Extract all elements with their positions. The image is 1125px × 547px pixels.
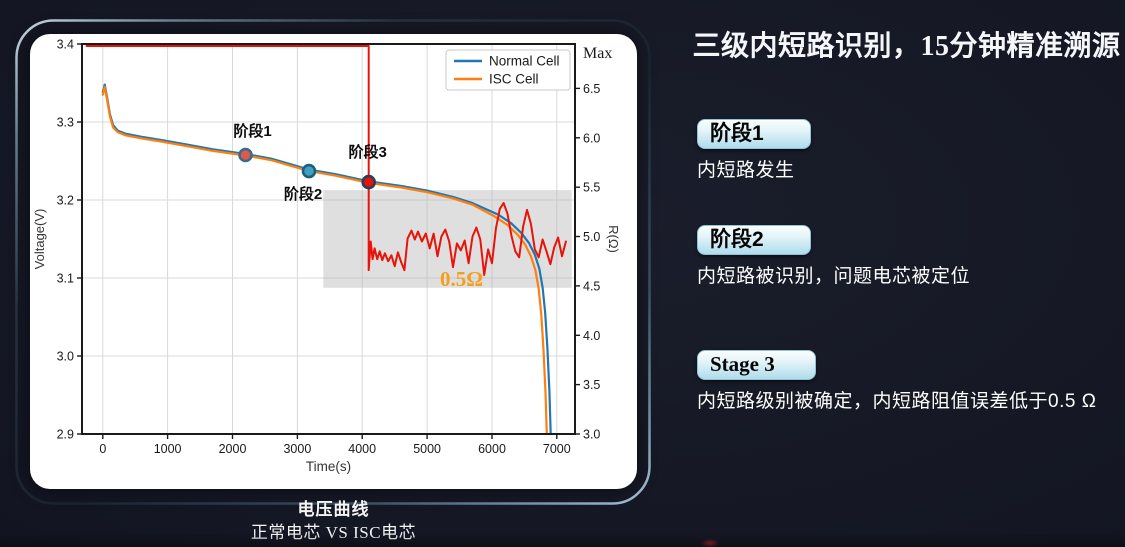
left-axis-label: Voltage(V) — [32, 209, 47, 270]
svg-text:1000: 1000 — [154, 442, 182, 456]
panel-title: 三级内短路识别，15分钟精准溯源 — [692, 31, 1121, 62]
stage-group-1: 阶段1 内短路发生 — [697, 119, 811, 182]
svg-text:0: 0 — [99, 442, 106, 456]
svg-text:4000: 4000 — [348, 442, 376, 456]
svg-text:5.5: 5.5 — [583, 181, 600, 195]
svg-text:2.9: 2.9 — [57, 428, 74, 442]
stage-3-description: 内短路级别被确定，内短路阻值误差低于0.5 Ω — [697, 391, 1097, 412]
svg-text:6000: 6000 — [478, 442, 506, 456]
svg-text:3.2: 3.2 — [57, 194, 74, 208]
svg-text:6.5: 6.5 — [583, 82, 600, 96]
svg-text:4.5: 4.5 — [583, 279, 600, 293]
svg-text:6.0: 6.0 — [583, 131, 600, 145]
svg-text:3.0: 3.0 — [57, 350, 74, 364]
resistance-value-label: 0.5Ω — [440, 267, 483, 291]
svg-text:4.0: 4.0 — [583, 329, 600, 343]
stage-marker-1 — [238, 147, 253, 163]
tick-marks — [77, 43, 580, 439]
stage-marker-2 — [301, 163, 317, 179]
voltage-resistance-chart: 0 1000 2000 3000 4000 5000 6000 7000 2.9 3.0 3.1 3.… — [32, 38, 621, 475]
tick-labels: 0 1000 2000 3000 4000 5000 6000 7000 2.9 3.0 3.1 3.… — [57, 38, 601, 457]
stage-group-2: 阶段2 内短路被识别，问题电芯被定位 — [697, 225, 970, 288]
stage-marker-label-3: 阶段3 — [349, 143, 387, 161]
right-axis-label: R(Ω) — [606, 225, 621, 253]
svg-text:ISC Cell: ISC Cell — [489, 72, 539, 87]
svg-text:7000: 7000 — [543, 442, 571, 456]
series-isc-resistance-estimate — [85, 45, 567, 276]
legend: Normal Cell ISC Cell — [445, 49, 571, 91]
right-axis-max-label: Max — [583, 45, 612, 62]
info-panel: 三级内短路识别，15分钟精准溯源 阶段1 内短路发生 阶段2 内短路被识别，问题… — [688, 0, 1125, 547]
svg-text:3000: 3000 — [283, 442, 311, 456]
svg-text:3.1: 3.1 — [57, 272, 74, 286]
chart-card: 0 1000 2000 3000 4000 5000 6000 7000 2.9 3.0 3.1 3.… — [30, 34, 637, 489]
svg-text:5000: 5000 — [413, 442, 441, 456]
axes-spines — [81, 43, 576, 435]
stage-marker-label-2: 阶段2 — [284, 185, 322, 203]
stage-group-3: Stage 3 内短路级别被确定，内短路阻值误差低于0.5 Ω — [697, 350, 1096, 413]
svg-text:5.0: 5.0 — [583, 230, 600, 244]
svg-text:Normal Cell: Normal Cell — [489, 54, 560, 69]
svg-text:3.4: 3.4 — [57, 38, 74, 52]
stage-2-description: 内短路被识别，问题电芯被定位 — [697, 266, 971, 287]
svg-text:3.0: 3.0 — [583, 428, 600, 442]
chart-caption-subtitle: 正常电芯 VS ISC电芯 — [30, 518, 637, 543]
red-glow-artifact — [700, 539, 720, 547]
svg-text:3.5: 3.5 — [583, 378, 600, 392]
stage-2-badge: 阶段2 — [697, 225, 811, 255]
stage-1-description: 内短路发生 — [697, 160, 795, 181]
chart-caption-title: 电压曲线 — [297, 500, 370, 519]
svg-text:3.3: 3.3 — [57, 116, 74, 130]
grid — [82, 44, 575, 434]
stage-marker-label-1: 阶段1 — [233, 122, 271, 140]
stage-1-badge: 阶段1 — [697, 119, 811, 149]
x-axis-label: Time(s) — [306, 459, 351, 474]
stage-3-badge: Stage 3 — [697, 350, 816, 380]
svg-text:2000: 2000 — [219, 442, 247, 456]
stage-marker-3 — [361, 174, 377, 190]
bottom-shadow — [0, 533, 1125, 547]
